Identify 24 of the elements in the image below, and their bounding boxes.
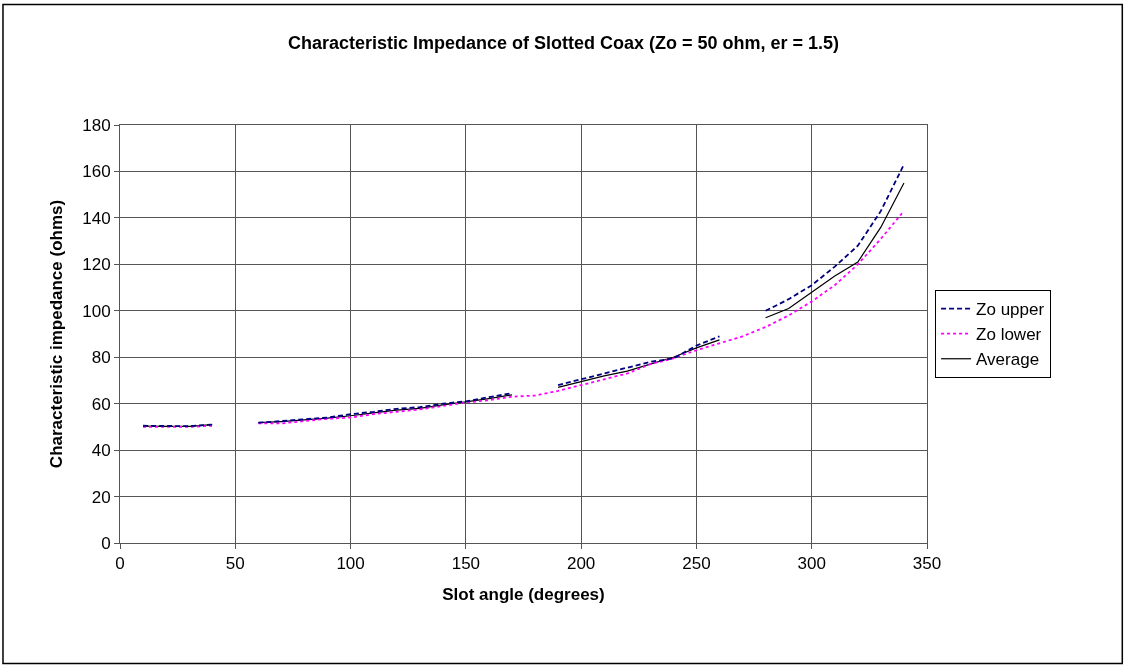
x-tick-label: 300 <box>797 554 826 574</box>
legend-label: Average <box>976 350 1040 370</box>
x-tick-label: 50 <box>225 554 245 574</box>
legend-label: Zo upper <box>976 300 1045 320</box>
y-tick-label: 60 <box>91 394 111 414</box>
y-tick-label: 20 <box>91 487 111 507</box>
y-tick-label: 40 <box>91 441 111 461</box>
y-tick-label: 120 <box>82 255 111 275</box>
chart-title: Characteristic Impedance of Slotted Coax (Zo = 50 ohm, er = 1.5) <box>287 33 840 54</box>
x-tick-label: 350 <box>912 554 942 574</box>
y-tick-label: 160 <box>82 162 111 182</box>
legend-label: Zo lower <box>976 325 1042 345</box>
y-tick-label: 180 <box>82 115 111 135</box>
y-tick-label: 80 <box>91 348 111 368</box>
x-axis-title: Slot angle (degrees) <box>442 584 605 604</box>
x-tick-label: 250 <box>682 554 711 574</box>
x-tick-label: 100 <box>336 554 365 574</box>
y-tick-label: 140 <box>82 208 111 228</box>
y-tick-label: 0 <box>101 533 111 553</box>
y-tick-label: 100 <box>82 301 111 321</box>
x-tick-label: 150 <box>451 554 481 574</box>
x-tick-label: 200 <box>566 554 596 574</box>
y-axis-title: Characteristic impedance (ohms) <box>46 199 66 469</box>
x-tick-label: 0 <box>115 554 125 574</box>
